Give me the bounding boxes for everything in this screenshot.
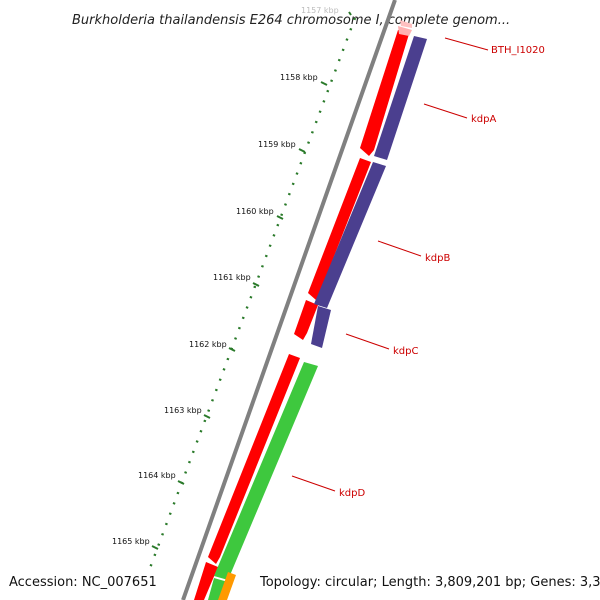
tick-label: 1160 kbp bbox=[236, 207, 274, 216]
tick-label: 1163 kbp bbox=[164, 406, 202, 415]
tick-label: 1164 kbp bbox=[138, 471, 176, 480]
orf-feature bbox=[360, 30, 409, 156]
major-tick bbox=[151, 545, 159, 550]
cds-track bbox=[208, 20, 427, 600]
gene-label-BTH_I1020: BTH_I1020 bbox=[491, 45, 545, 56]
major-tick bbox=[298, 148, 306, 153]
gene-kdpD bbox=[214, 362, 318, 580]
tick-label: 1157 kbp bbox=[301, 6, 339, 15]
major-tick bbox=[348, 11, 352, 16]
orf-feature bbox=[208, 354, 300, 564]
gene-label-kdpB: kdpB bbox=[425, 253, 450, 264]
map-title: Burkholderia thailandensis E264 chromoso… bbox=[72, 13, 510, 28]
tick-track bbox=[148, 11, 357, 569]
genome-backbone bbox=[181, 0, 397, 600]
label-leader bbox=[291, 475, 336, 492]
tick-label: 1165 kbp bbox=[112, 537, 150, 546]
label-leader bbox=[345, 333, 390, 350]
gene-kdpB bbox=[314, 162, 386, 308]
gene-kdpA bbox=[374, 36, 427, 160]
gene-labels: BTH_I1020 kdpA kdpB kdpC kdpD bbox=[291, 37, 545, 499]
major-tick bbox=[320, 81, 328, 86]
label-leader bbox=[444, 37, 489, 51]
major-tick bbox=[228, 347, 236, 352]
major-tick bbox=[203, 414, 211, 419]
footer-left-bg bbox=[0, 570, 160, 592]
orf-feature bbox=[308, 158, 371, 300]
footer-right-bg bbox=[255, 570, 600, 592]
tick-label: 1161 kbp bbox=[213, 273, 251, 282]
gene-BTH_I1020 bbox=[400, 20, 412, 28]
tick-label: 1158 kbp bbox=[280, 73, 318, 82]
orf-feature bbox=[398, 26, 412, 36]
accession-label: Accession: NC_007651 bbox=[9, 575, 157, 590]
gene-label-kdpC: kdpC bbox=[393, 346, 418, 357]
label-leader bbox=[423, 103, 468, 119]
gene-kdpC bbox=[311, 306, 331, 348]
major-tick bbox=[177, 480, 185, 485]
tick-label: 1159 kbp bbox=[258, 140, 296, 149]
genome-summary: Topology: circular; Length: 3,809,201 bp… bbox=[259, 575, 600, 590]
gene-feature bbox=[218, 572, 236, 600]
gene-label-kdpD: kdpD bbox=[339, 488, 365, 499]
major-tick bbox=[276, 215, 284, 220]
label-leader bbox=[377, 240, 422, 257]
tick-labels: 1157 kbp 1158 kbp 1159 kbp 1160 kbp 1161… bbox=[112, 6, 339, 546]
gene-label-kdpA: kdpA bbox=[471, 114, 496, 125]
orf-feature bbox=[294, 300, 318, 340]
major-tick bbox=[252, 282, 260, 287]
orf-track bbox=[194, 26, 412, 600]
tick-label: 1162 kbp bbox=[189, 340, 227, 349]
orf-feature bbox=[194, 562, 218, 600]
